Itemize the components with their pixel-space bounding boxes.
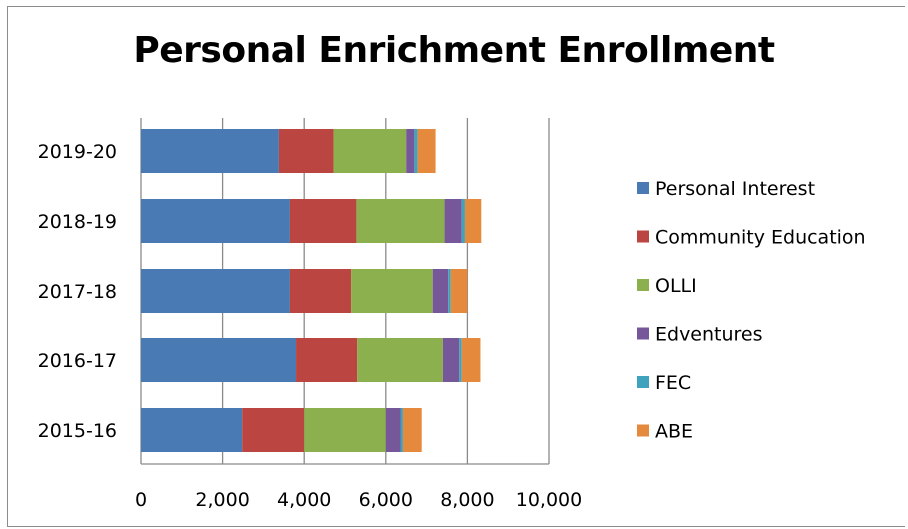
bar-edventures-2018-19	[444, 199, 462, 243]
x-tick-label: 4,000	[277, 489, 331, 511]
bar-edventures-2017-18	[432, 269, 449, 313]
x-tick-label: 8,000	[440, 489, 494, 511]
bar-community-education-2019-20	[278, 129, 334, 173]
bar-fec-2019-20	[414, 129, 418, 173]
bar-edventures-2016-17	[442, 338, 460, 382]
bar-olli-2018-19	[356, 199, 445, 243]
legend-label: Personal Interest	[655, 178, 815, 200]
bar-segments	[141, 129, 482, 452]
bar-abe-2015-16	[402, 408, 422, 452]
bar-personal-interest-2017-18	[141, 269, 290, 313]
y-axis: 2015-16 2016-17 2017-18 2018-19 2019-20	[38, 141, 117, 442]
bar-fec-2017-18	[448, 269, 451, 313]
bar-personal-interest-2018-19	[141, 199, 290, 243]
bar-community-education-2015-16	[242, 408, 305, 452]
y-tick-label: 2018-19	[38, 211, 117, 233]
bar-abe-2018-19	[464, 199, 482, 243]
bar-community-education-2016-17	[296, 338, 358, 382]
bar-olli-2016-17	[357, 338, 443, 382]
bar-olli-2019-20	[333, 129, 407, 173]
bar-abe-2019-20	[417, 129, 436, 173]
bar-personal-interest-2019-20	[141, 129, 279, 173]
y-tick-label: 2015-16	[38, 420, 117, 442]
legend-swatch	[637, 327, 649, 340]
x-tick-label: 10,000	[516, 489, 582, 511]
bar-community-education-2018-19	[289, 199, 357, 243]
y-tick-label: 2019-20	[38, 141, 117, 163]
bar-abe-2017-18	[450, 269, 468, 313]
x-tick-label: 6,000	[359, 489, 413, 511]
chart-title: Personal Enrichment Enrollment	[133, 30, 775, 71]
bar-fec-2015-16	[400, 408, 403, 452]
legend-label: Community Education	[655, 227, 866, 249]
x-tick-label: 0	[135, 489, 147, 511]
bar-fec-2018-19	[461, 199, 465, 243]
bar-olli-2017-18	[351, 269, 433, 313]
legend-label: FEC	[655, 372, 691, 394]
y-tick-label: 2016-17	[38, 350, 117, 372]
legend-label: ABE	[655, 421, 693, 443]
bar-personal-interest-2015-16	[141, 408, 243, 452]
legend-swatch	[637, 182, 649, 194]
legend-label: OLLI	[655, 275, 697, 297]
legend-swatch	[637, 279, 649, 291]
legend-swatch	[637, 424, 649, 437]
x-axis: 0 2,000 4,000 6,000 8,000 10,000	[135, 489, 582, 511]
bar-edventures-2015-16	[385, 408, 401, 452]
legend-swatch	[637, 230, 649, 243]
y-tick-label: 2017-18	[38, 281, 117, 303]
legend-label: Edventures	[655, 324, 763, 346]
bar-community-education-2017-18	[289, 269, 352, 313]
bar-olli-2015-16	[304, 408, 386, 452]
bar-personal-interest-2016-17	[141, 338, 297, 382]
bar-edventures-2019-20	[406, 129, 415, 173]
bar-abe-2016-17	[461, 338, 481, 382]
legend: Personal Interest Community Education OLLI…	[637, 178, 866, 443]
x-tick-label: 2,000	[195, 489, 249, 511]
bar-fec-2016-17	[459, 338, 462, 382]
legend-swatch	[637, 376, 649, 388]
